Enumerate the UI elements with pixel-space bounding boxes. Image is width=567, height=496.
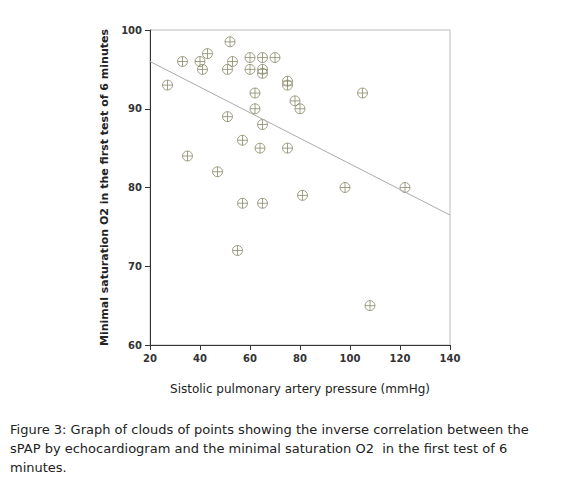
svg-text:80: 80: [293, 353, 307, 364]
svg-text:Sistolic pulmonary artery pres: Sistolic pulmonary artery pressure (mmHg…: [170, 382, 430, 396]
svg-text:40: 40: [193, 353, 207, 364]
svg-text:20: 20: [143, 353, 157, 364]
svg-text:100: 100: [340, 353, 361, 364]
svg-text:60: 60: [128, 340, 142, 351]
svg-text:Minimal saturation O2 in the f: Minimal saturation O2 in the first test …: [98, 29, 111, 346]
svg-text:90: 90: [128, 103, 142, 114]
svg-text:70: 70: [128, 261, 142, 272]
svg-text:60: 60: [243, 353, 257, 364]
svg-text:100: 100: [121, 25, 142, 36]
html-text:Figure 3: Graph of clouds of p: Figure 3: Graph of clouds of points show…: [10, 422, 533, 475]
svg-text:140: 140: [440, 353, 461, 364]
svg-text:80: 80: [128, 182, 142, 193]
svg-text:120: 120: [390, 353, 411, 364]
